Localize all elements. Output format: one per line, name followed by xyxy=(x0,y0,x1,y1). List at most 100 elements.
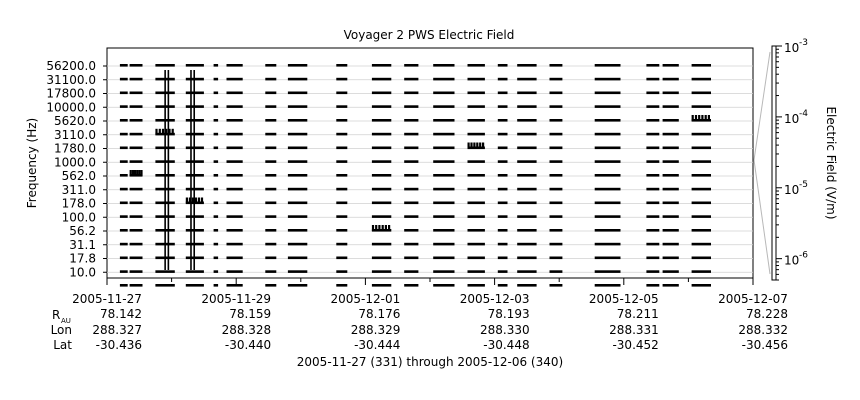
spectra-burst xyxy=(707,115,710,121)
spectra-burst xyxy=(140,170,143,176)
spectra-burst xyxy=(194,197,198,204)
spectra-segment xyxy=(467,105,485,108)
spectra-burst xyxy=(168,128,171,135)
spectra-burst xyxy=(691,115,694,121)
spectra-segment xyxy=(336,229,348,232)
spectra-segment xyxy=(371,91,392,95)
spectra-segment xyxy=(497,229,508,232)
spectra-segment xyxy=(129,146,143,150)
spectra-segment xyxy=(517,256,537,260)
spectra-segment xyxy=(517,187,537,191)
spectra-segment xyxy=(213,187,219,191)
spectra-segment xyxy=(594,105,621,108)
spectra-segment xyxy=(336,146,348,150)
colorbar-tick-label: 10 xyxy=(784,254,799,268)
spectra-segment xyxy=(185,64,204,67)
spectra-segment xyxy=(404,105,419,108)
spectra-segment xyxy=(691,91,711,95)
spectra-segment xyxy=(213,132,219,136)
spectra-segment xyxy=(594,160,621,163)
spectra-segment xyxy=(467,64,485,67)
spectra-segment xyxy=(404,146,419,150)
spectra-segment xyxy=(594,77,621,81)
spectra-segment xyxy=(594,242,621,246)
spectra-segment xyxy=(287,215,308,218)
spectra-segment xyxy=(404,201,419,205)
spectra-burst xyxy=(200,197,204,204)
x-tick-label: 2005-12-03 xyxy=(460,292,530,306)
spectra-burst xyxy=(701,115,704,121)
spectra-segment xyxy=(467,160,485,163)
spectra-segment xyxy=(371,242,392,246)
spectra-segment xyxy=(467,132,485,136)
spectra-segment xyxy=(371,77,392,81)
spectra-segment xyxy=(404,91,419,95)
spectra-segment xyxy=(433,187,455,191)
x-tick-label: 2005-12-01 xyxy=(331,292,401,306)
colorbar-tick-exponent: -5 xyxy=(799,180,808,190)
spectra-segment xyxy=(129,270,143,273)
spectra-segment xyxy=(517,215,537,218)
spectra-segment xyxy=(265,229,277,232)
spectra-segment xyxy=(433,160,455,163)
spectra-segment xyxy=(265,160,277,163)
spectra-segment xyxy=(336,91,348,95)
spectra-segment xyxy=(517,64,537,67)
spectra-segment xyxy=(265,284,277,287)
spectra-segment xyxy=(467,77,485,81)
spectra-segment xyxy=(549,146,563,150)
spectra-segment xyxy=(497,105,508,108)
spectra-segment xyxy=(287,91,308,95)
spectra-segment xyxy=(549,229,563,232)
spectra-segment xyxy=(119,77,128,81)
spectra-segment xyxy=(594,187,621,191)
spectra-burst xyxy=(698,115,701,121)
spectra-segment xyxy=(646,229,660,232)
ephemeris-lat-label: Lat xyxy=(53,338,72,352)
y-tick-label: 1000.0 xyxy=(54,155,96,169)
ephemeris-lon-value: 288.332 xyxy=(738,323,788,337)
spectra-burst xyxy=(381,225,384,231)
spectra-segment xyxy=(265,187,277,191)
spectra-segment xyxy=(594,119,621,122)
spectra-segment xyxy=(404,256,419,260)
spectra-segment xyxy=(497,187,508,191)
x-ticks: 2005-11-27 2005-11-29 2005-12-01 2005-12-03… xyxy=(72,278,788,306)
spectra-segment xyxy=(213,160,219,163)
spectra-segment xyxy=(287,119,308,122)
spectra-segment xyxy=(371,215,392,218)
spectra-segment xyxy=(404,187,419,191)
spectra-segment xyxy=(185,270,204,273)
spectra-segment xyxy=(129,64,143,67)
x-tick-label: 2005-11-29 xyxy=(201,292,271,306)
spectra-segment xyxy=(336,77,348,81)
spectra-segment xyxy=(467,201,485,205)
spectra-segment xyxy=(549,284,563,287)
y-tick-label: 311.0 xyxy=(62,183,96,197)
spectra-segment xyxy=(265,242,277,246)
spectra-segment xyxy=(287,270,308,273)
spectra-segment xyxy=(371,119,392,122)
spectra-segment xyxy=(129,256,143,260)
spectra-segment xyxy=(129,215,143,218)
spectra-segment xyxy=(404,284,419,287)
spectra-segment xyxy=(433,91,455,95)
spectra-segment xyxy=(371,256,392,260)
spectra-segment xyxy=(662,270,679,273)
y-tick-label: 56.2 xyxy=(69,224,96,238)
spectra-segment xyxy=(662,242,679,246)
spectra-segment xyxy=(213,146,219,150)
spectra-segment xyxy=(336,256,348,260)
spectra-segment xyxy=(287,64,308,67)
spectra-segment xyxy=(517,229,537,232)
spectra-segment xyxy=(119,256,128,260)
spectra-segment xyxy=(265,174,277,177)
ephemeris-r-value: 78.228 xyxy=(746,307,788,321)
spectra-segment xyxy=(265,270,277,273)
spectra-segment xyxy=(129,132,143,136)
colorbar-tick-exponent: -3 xyxy=(799,38,808,48)
spectra-segment xyxy=(371,284,392,287)
spectra-segment xyxy=(287,284,308,287)
spectra-segment xyxy=(129,187,143,191)
spectra-segment xyxy=(336,105,348,108)
